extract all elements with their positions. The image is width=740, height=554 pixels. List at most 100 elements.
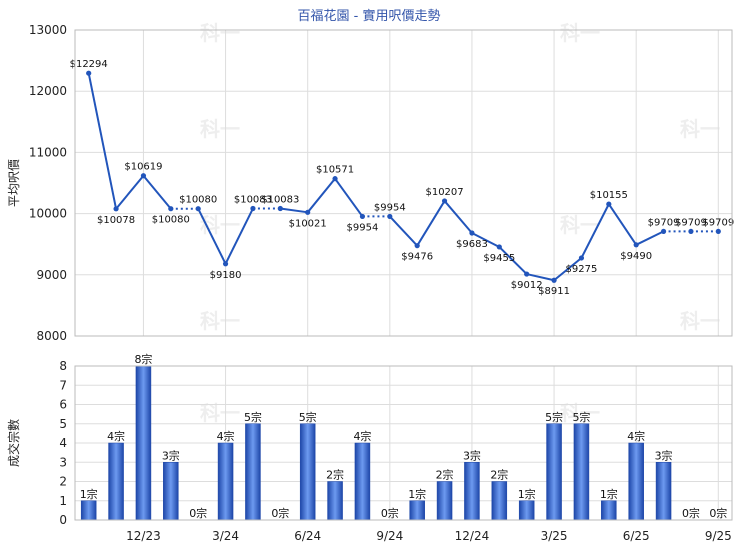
price-point <box>86 70 92 76</box>
volume-bar-label: 5宗 <box>572 410 590 424</box>
price-point <box>441 198 448 204</box>
volume-bar-label: 4宗 <box>627 429 645 443</box>
volume-bar-label: 0宗 <box>189 506 207 520</box>
volume-bar-label: 0宗 <box>682 506 700 520</box>
x-tick-label: 12/23 <box>126 529 161 543</box>
price-line-segment <box>224 208 254 265</box>
price-line-segment <box>306 178 336 213</box>
volume-plot-frame <box>74 365 733 521</box>
x-tick-label: 12/24 <box>455 529 490 543</box>
price-line-segment <box>334 178 364 218</box>
volume-bar-label: 3宗 <box>655 448 673 462</box>
price-line-segment <box>142 175 172 210</box>
price-line-segment <box>280 207 308 214</box>
price-point-label: $9476 <box>401 252 433 263</box>
price-point <box>578 255 585 261</box>
volume-bar-label: 1宗 <box>408 487 426 501</box>
price-point <box>277 205 283 212</box>
price-point-label: $8911 <box>538 286 570 297</box>
volume-bar <box>546 423 562 521</box>
volume-bar-label: 1宗 <box>80 487 98 501</box>
price-point-label: $9954 <box>374 202 406 213</box>
volume-bar <box>655 462 672 521</box>
volume-bar-label: 2宗 <box>436 468 454 482</box>
watermark-text: 科一 <box>200 21 240 45</box>
price-line-segment <box>87 73 118 210</box>
price-point-label: $10021 <box>289 218 327 229</box>
volume-y-tick-label: 8 <box>59 359 67 373</box>
price-y-tick-label: 10000 <box>29 207 67 221</box>
price-point-label: $9275 <box>566 264 598 275</box>
volume-bar-label: 8宗 <box>134 352 152 366</box>
price-line-segment <box>498 246 528 275</box>
price-point <box>195 206 201 212</box>
volume-y-tick-label: 4 <box>59 436 67 450</box>
price-point <box>222 261 229 267</box>
volume-bar <box>573 423 590 521</box>
volume-bar-label: 0宗 <box>381 506 399 520</box>
volume-bar-label: 4宗 <box>353 429 371 443</box>
volume-y-tick-label: 2 <box>59 475 67 489</box>
price-point-label: $9709 <box>702 217 734 228</box>
volume-y-tick-label: 3 <box>59 455 67 469</box>
volume-bar-label: 1宗 <box>600 487 618 501</box>
volume-bar-label: 3宗 <box>162 448 180 462</box>
price-line-segment <box>526 273 555 282</box>
price-point <box>496 244 502 250</box>
price-line-segment <box>416 200 446 247</box>
volume-y-tick-label: 7 <box>59 378 67 392</box>
price-line-segment <box>607 203 638 246</box>
volume-bar-label: 5宗 <box>244 410 262 424</box>
price-point-label: $10083 <box>234 195 272 206</box>
price-line-series <box>86 70 721 283</box>
x-tick-label: 3/25 <box>541 529 568 543</box>
price-point <box>606 201 612 207</box>
data-labels: 1宗 4宗 8宗 3宗 0宗 4宗 5宗 0宗 5宗 2宗 4宗 0宗 1宗 2宗 3宗 2宗 1宗 5宗 5宗 1宗… <box>70 59 735 520</box>
x-tick-label: 9/25 <box>705 529 732 543</box>
volume-bar <box>245 423 261 521</box>
volume-bar-label: 3宗 <box>463 448 481 462</box>
x-tick-label: 6/25 <box>623 529 650 543</box>
volume-bars <box>80 365 672 521</box>
volume-bar <box>436 481 453 521</box>
volume-y-tick-label: 0 <box>59 513 67 527</box>
x-tick-label: 6/24 <box>294 529 321 543</box>
volume-bar-label: 0宗 <box>709 506 727 520</box>
axes: 8000 9000 10000 11000 12000 13000 0 1 2 3 4 5 6 7 8 12/… <box>6 23 733 543</box>
volume-y-tick-label: 6 <box>59 398 67 412</box>
volume-bar <box>108 442 124 521</box>
price-point <box>551 277 557 283</box>
price-point <box>387 213 393 220</box>
price-point <box>524 271 530 277</box>
price-point <box>140 173 147 179</box>
volume-bar <box>464 462 480 521</box>
price-point-label: $9490 <box>620 251 652 262</box>
volume-bar-label: 4宗 <box>107 429 125 443</box>
price-point-label: $10078 <box>97 215 135 226</box>
price-line-segment <box>389 215 418 247</box>
watermark-text: 科一 <box>200 117 240 141</box>
price-point <box>660 228 667 235</box>
price-point-label: $10080 <box>179 195 217 206</box>
chart-title: 百福花園 - 實用呎價走勢 <box>298 8 441 24</box>
volume-bar <box>491 481 508 521</box>
volume-bar-label: 5宗 <box>545 410 563 424</box>
price-point <box>332 176 338 182</box>
price-point-label: $10080 <box>152 215 190 226</box>
volume-bar <box>163 462 179 521</box>
price-chart-grid <box>75 29 732 337</box>
volume-bar <box>518 500 535 521</box>
price-line-segment <box>635 230 665 246</box>
volume-bar <box>409 500 425 521</box>
watermark-text: 科一 <box>680 117 720 141</box>
price-y-tick-label: 9000 <box>36 268 67 282</box>
price-point-label: $9709 <box>675 217 707 228</box>
watermark-text: 科一 <box>200 309 240 333</box>
price-line-segment <box>443 200 473 234</box>
price-point-label: $10571 <box>316 165 354 176</box>
price-point-label: $9012 <box>511 280 543 291</box>
volume-y-axis-label: 成交宗數 <box>6 419 21 467</box>
price-point <box>688 228 694 235</box>
